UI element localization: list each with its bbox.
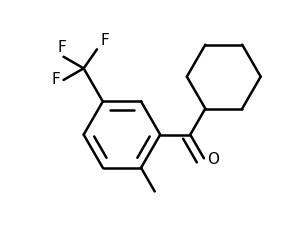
Text: F: F [100,33,109,48]
Text: F: F [58,40,67,55]
Text: O: O [207,152,219,167]
Text: F: F [51,73,60,88]
